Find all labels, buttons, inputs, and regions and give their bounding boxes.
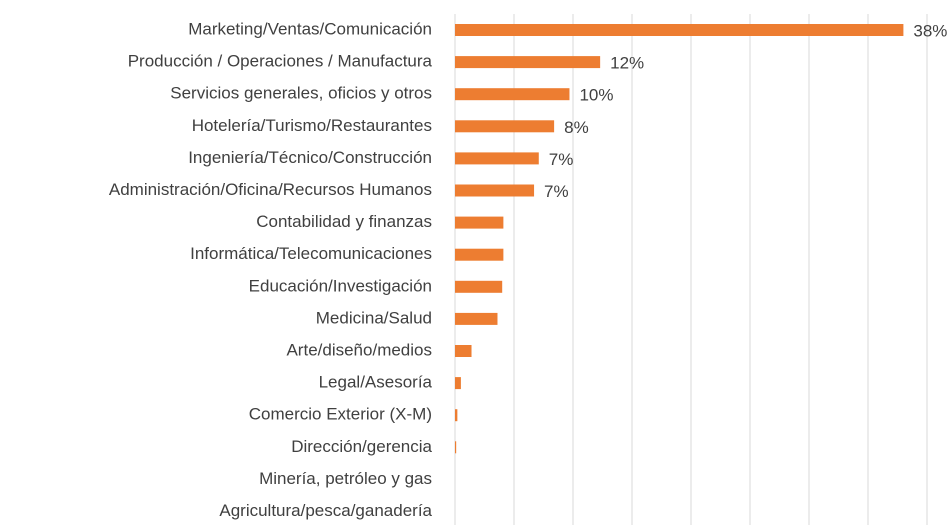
y-tick-label: Agricultura/pesca/ganadería	[219, 501, 432, 520]
y-tick-label: Informática/Telecomunicaciones	[190, 244, 432, 263]
bar	[455, 441, 457, 454]
y-tick-label: Comercio Exterior (X-M)	[249, 405, 432, 424]
bar	[455, 88, 570, 101]
bar	[455, 152, 539, 165]
y-tick-label: Educación/Investigación	[249, 276, 432, 295]
y-tick-label: Administración/Oficina/Recursos Humanos	[109, 180, 432, 199]
y-tick-label: Servicios generales, oficios y otros	[170, 84, 432, 103]
bar	[455, 24, 904, 36]
y-tick-label: Ingeniería/Técnico/Construcción	[188, 148, 432, 167]
data-label: 8%	[564, 118, 589, 137]
bar	[455, 56, 601, 69]
y-tick-label: Arte/diseño/medios	[286, 340, 432, 359]
data-label: 10%	[579, 86, 613, 105]
bar	[455, 312, 498, 325]
bar	[455, 184, 535, 197]
bar	[455, 280, 503, 293]
bar	[455, 377, 461, 390]
y-tick-label: Medicina/Salud	[316, 308, 432, 327]
y-tick-label: Minería, petróleo y gas	[259, 469, 432, 488]
data-label: 7%	[544, 182, 569, 201]
data-label: 12%	[610, 54, 644, 73]
data-label: 7%	[549, 150, 574, 169]
y-tick-label: Contabilidad y finanzas	[256, 212, 432, 231]
bar	[455, 120, 555, 133]
bar	[455, 248, 504, 261]
y-tick-label: Marketing/Ventas/Comunicación	[188, 19, 432, 38]
y-tick-label: Legal/Asesoría	[319, 373, 433, 392]
data-label: 38%	[913, 21, 947, 40]
y-tick-label: Producción / Operaciones / Manufactura	[128, 52, 433, 71]
bar	[455, 409, 458, 422]
bar	[455, 345, 472, 357]
y-tick-label: Hotelería/Turismo/Restaurantes	[192, 116, 432, 135]
bar	[455, 216, 504, 229]
y-tick-label: Dirección/gerencia	[291, 437, 432, 456]
